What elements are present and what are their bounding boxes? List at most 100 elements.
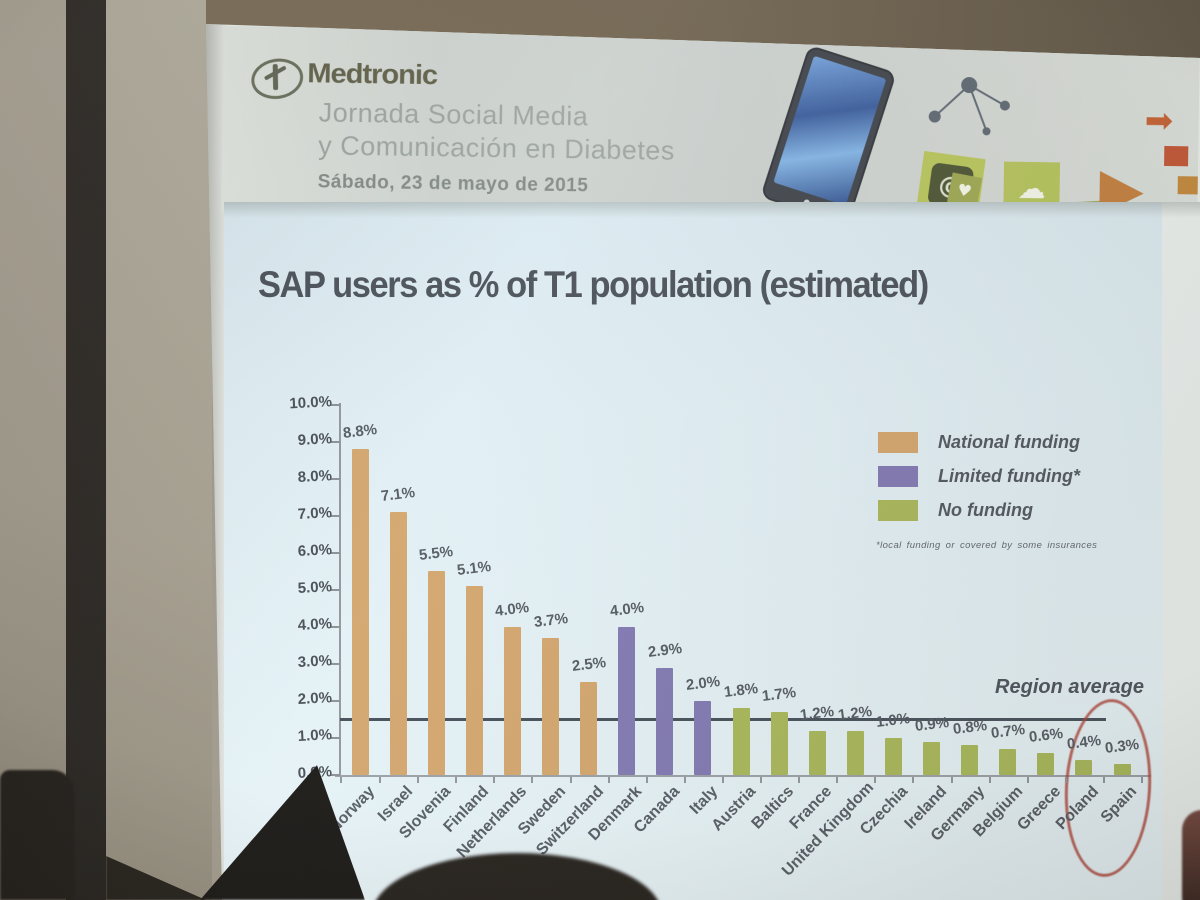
x-axis-tick [417,777,420,783]
bar-spain [1113,764,1131,775]
bar-ireland [923,742,940,775]
y-axis-tick [331,404,340,406]
bar-finland [465,586,483,775]
y-axis-tick [331,700,340,702]
x-axis-tick [1102,777,1105,783]
legend-label: Limited funding* [938,466,1080,486]
bar-value-label: 7.1% [380,483,417,506]
bar-italy [694,701,712,775]
slide-body: SAP users as % of T1 population (estimat… [224,202,1200,900]
wall-dark-strip [66,0,106,900]
slide-header-banner: Medtronic Jornada Social Media y Comunic… [221,26,1200,249]
x-axis-tick [531,777,534,783]
x-axis-tick [912,777,915,783]
x-axis-tick [569,777,572,783]
bar-value-label: 4.0% [608,598,645,621]
smartphone-graphic [760,44,897,226]
bar-austria [732,708,750,775]
x-axis-tick [1141,777,1143,783]
x-axis-tick [379,777,381,783]
x-axis-tick [988,777,991,783]
x-axis-tick [721,777,724,783]
bar-norway [351,449,369,775]
bar-switzerland [580,682,598,775]
legend-row: National funding [878,432,1178,453]
bar-baltics [770,712,788,775]
event-title-line2: y Comunicación en Diabetes [318,130,676,166]
medtronic-logo-icon [248,54,307,103]
x-axis-tick [836,777,839,783]
y-axis-label: 4.0% [297,615,333,634]
slide-right-margin [1162,202,1200,900]
social-media-collage: ⬅ ▼ ◀ ◾ @ ♥ ☁ ☁ [760,44,1199,249]
bar-france [808,731,826,775]
y-axis-label: 6.0% [297,541,333,560]
brand-name: Medtronic [307,57,438,91]
x-axis-tick [874,777,877,783]
bar-value-label: 8.8% [341,420,379,443]
arrow-right-icon: ➡ [1144,100,1174,142]
x-axis-tick [1026,777,1029,783]
legend-swatch [878,500,918,521]
x-axis-line [335,775,1151,777]
y-axis-tick [331,663,340,665]
y-axis-label: 10.0% [288,393,333,413]
bar-czechia [884,738,902,775]
bar-israel [389,512,407,775]
y-axis-label: 8.0% [297,467,333,486]
network-nodes-icon [928,77,1010,136]
y-axis-label: 7.0% [297,504,333,523]
legend-footnote: *local funding or covered by some insura… [876,540,1098,551]
y-axis-tick [331,441,340,443]
legend-swatch [878,466,918,487]
bar-germany [961,745,979,775]
bar-sweden [542,638,559,775]
y-axis-label: 5.0% [297,578,333,597]
y-axis-tick [331,589,340,591]
legend-row: Limited funding* [878,466,1178,487]
y-axis-label: 1.0% [297,726,333,745]
y-axis-tick [331,737,340,739]
x-axis-tick [760,777,762,783]
red-chip-icon [1164,145,1189,167]
y-axis-tick [331,774,340,776]
bar-united-kingdom [846,731,864,775]
wall-left-panel [0,0,70,900]
chart-title: SAP users as % of T1 population (estimat… [258,264,929,305]
y-axis-tick [331,552,340,554]
bar-value-label: 2.9% [646,639,683,662]
bar-denmark [618,627,636,775]
bar-chart: Region average National funding Limited f… [224,202,1200,900]
legend-row: No funding [878,500,1178,521]
x-axis-tick [950,777,953,783]
x-axis-tick [607,777,610,783]
x-axis-tick [340,777,342,783]
region-average-line [340,718,1106,721]
legend-label: National funding [938,432,1080,452]
x-axis-tick [493,777,496,783]
y-axis-tick [331,478,340,480]
banner-shadow [224,202,1200,218]
amber-chip-icon [1177,176,1198,195]
y-axis-label: 3.0% [297,652,333,671]
event-date: Sábado, 23 de mayo de 2015 [317,171,589,197]
x-axis-tick [1064,777,1067,783]
legend-swatch [878,432,918,453]
bar-greece [1037,753,1055,775]
bar-belgium [999,749,1017,775]
event-title-line1: Jornada Social Media [318,97,589,132]
bar-slovenia [427,571,445,775]
bar-poland [1075,760,1093,775]
y-axis-label: 9.0% [297,430,333,449]
legend-label: No funding [938,500,1033,520]
wall-mid-panel [106,0,212,900]
x-axis-tick [683,777,686,783]
foreground-object-right [1182,810,1200,900]
x-axis-tick [798,777,801,783]
region-average-label: Region average [995,676,1144,698]
bar-netherlands [503,627,521,775]
x-axis-tick [645,777,648,783]
foreground-silhouette-left [0,770,74,900]
x-axis-tick [455,777,458,783]
